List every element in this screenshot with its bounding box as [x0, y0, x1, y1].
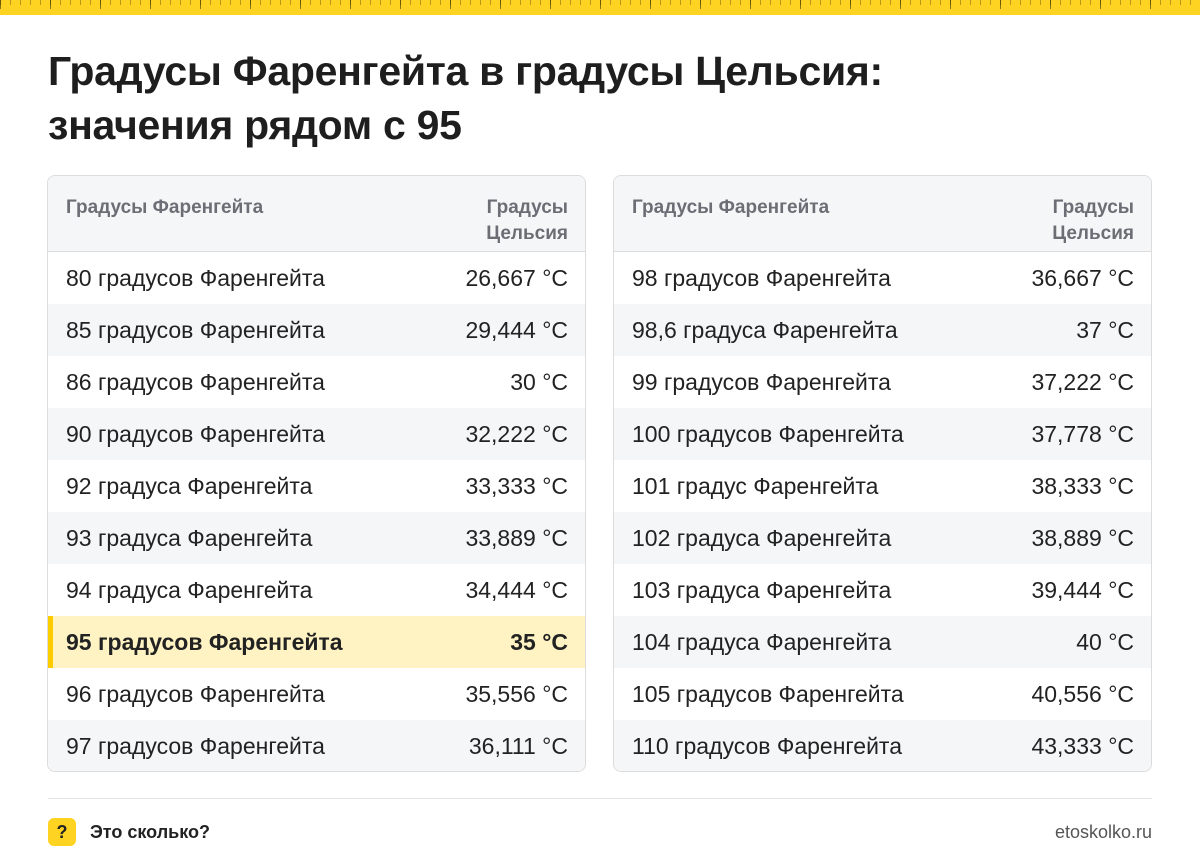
fahrenheit-value: 86 градусов Фаренгейта: [66, 368, 325, 395]
table-row: 92 градуса Фаренгейта 33,333 °C: [48, 460, 585, 512]
celsius-value: 39,444 °C: [1031, 576, 1134, 603]
celsius-value: 35,556 °C: [465, 680, 568, 707]
celsius-value: 29,444 °C: [465, 316, 568, 343]
table-row: 98 градусов Фаренгейта 36,667 °C: [614, 252, 1151, 304]
celsius-value: 32,222 °C: [465, 420, 568, 447]
table-body: 80 градусов Фаренгейта 26,667 °C 85 градус…: [48, 252, 585, 771]
fahrenheit-value: 102 градуса Фаренгейта: [632, 524, 892, 551]
fahrenheit-value: 80 градусов Фаренгейта: [66, 264, 325, 291]
celsius-value: 40 °C: [1076, 628, 1134, 655]
fahrenheit-value: 103 градуса Фаренгейта: [632, 576, 892, 603]
fahrenheit-value: 94 градуса Фаренгейта: [66, 576, 313, 603]
ruler-decoration: [0, 0, 1200, 15]
table-row: 101 градус Фаренгейта 38,333 °C: [614, 460, 1151, 512]
table-row: 104 градуса Фаренгейта 40 °C: [614, 616, 1151, 668]
celsius-value: 37 °C: [1076, 316, 1134, 343]
fahrenheit-value: 92 градуса Фаренгейта: [66, 472, 313, 499]
fahrenheit-value: 101 градус Фаренгейта: [632, 472, 879, 499]
table-row: 97 градусов Фаренгейта 36,111 °C: [48, 720, 585, 771]
table-row: 96 градусов Фаренгейта 35,556 °C: [48, 668, 585, 720]
celsius-value: 36,667 °C: [1031, 264, 1134, 291]
table-row: 86 градусов Фаренгейта 30 °C: [48, 356, 585, 408]
conversion-table-left: Градусы Фаренгейта Градусы Цельсия 80 гра…: [47, 175, 586, 772]
fahrenheit-value: 93 градуса Фаренгейта: [66, 524, 313, 551]
table-header: Градусы Фаренгейта Градусы Цельсия: [614, 176, 1151, 252]
fahrenheit-value: 90 градусов Фаренгейта: [66, 420, 325, 447]
celsius-value: 33,333 °C: [465, 472, 568, 499]
celsius-value: 35 °C: [510, 628, 568, 655]
table-row: 102 градуса Фаренгейта 38,889 °C: [614, 512, 1151, 564]
fahrenheit-value: 98 градусов Фаренгейта: [632, 264, 891, 291]
fahrenheit-value: 97 градусов Фаренгейта: [66, 732, 325, 759]
table-row: 105 градусов Фаренгейта 40,556 °C: [614, 668, 1151, 720]
table-row: 110 градусов Фаренгейта 43,333 °C: [614, 720, 1151, 771]
table-header: Градусы Фаренгейта Градусы Цельсия: [48, 176, 585, 252]
table-row: 85 градусов Фаренгейта 29,444 °C: [48, 304, 585, 356]
footer-label: Это сколько?: [90, 822, 210, 842]
table-row: 98,6 градуса Фаренгейта 37 °C: [614, 304, 1151, 356]
fahrenheit-value: 96 градусов Фаренгейта: [66, 680, 325, 707]
table-row: 93 градуса Фаренгейта 33,889 °C: [48, 512, 585, 564]
celsius-value: 43,333 °C: [1031, 732, 1134, 759]
fahrenheit-value: 105 градусов Фаренгейта: [632, 680, 904, 707]
table-row-highlighted: 95 градусов Фаренгейта 35 °C: [48, 616, 585, 668]
conversion-table-right: Градусы Фаренгейта Градусы Цельсия 98 гра…: [613, 175, 1152, 772]
celsius-value: 36,111 °C: [468, 732, 568, 759]
celsius-value: 40,556 °C: [1031, 680, 1134, 707]
celsius-value: 26,667 °C: [465, 264, 568, 291]
celsius-value: 33,889 °C: [465, 524, 568, 551]
celsius-value: 38,889 °C: [1031, 524, 1134, 551]
celsius-value: 37,778 °C: [1031, 420, 1134, 447]
fahrenheit-value: 99 градусов Фаренгейта: [632, 368, 891, 395]
celsius-value: 37,222 °C: [1031, 368, 1134, 395]
table-row: 99 градусов Фаренгейта 37,222 °C: [614, 356, 1151, 408]
table-row: 90 градусов Фаренгейта 32,222 °C: [48, 408, 585, 460]
question-icon: ?: [48, 818, 76, 846]
fahrenheit-value: 85 градусов Фаренгейта: [66, 316, 325, 343]
table-body: 98 градусов Фаренгейта 36,667 °C 98,6 град…: [614, 252, 1151, 771]
header-celsius: Градусы Цельсия: [486, 197, 568, 244]
footer-site[interactable]: etoskolko.ru: [1054, 822, 1152, 842]
fahrenheit-value: 95 градусов Фаренгейта: [66, 628, 343, 655]
table-row: 100 градусов Фаренгейта 37,778 °C: [614, 408, 1151, 460]
celsius-value: 38,333 °C: [1031, 472, 1134, 499]
fahrenheit-value: 104 градуса Фаренгейта: [632, 628, 892, 655]
fahrenheit-value: 100 градусов Фаренгейта: [632, 420, 904, 447]
fahrenheit-value: 98,6 градуса Фаренгейта: [632, 316, 898, 343]
table-row: 103 градуса Фаренгейта 39,444 °C: [614, 564, 1151, 616]
celsius-value: 34,444 °C: [465, 576, 568, 603]
header-fahrenheit: Градусы Фаренгейта: [66, 197, 264, 218]
header-fahrenheit: Градусы Фаренгейта: [632, 197, 830, 218]
footer-divider: [48, 798, 1152, 799]
celsius-value: 30 °C: [510, 368, 568, 395]
table-row: 94 градуса Фаренгейта 34,444 °C: [48, 564, 585, 616]
header-celsius: Градусы Цельсия: [1052, 197, 1134, 244]
table-row: 80 градусов Фаренгейта 26,667 °C: [48, 252, 585, 304]
fahrenheit-value: 110 градусов Фаренгейта: [632, 732, 903, 759]
page-title: Градусы Фаренгейта в градусы Цельсия: зна…: [48, 48, 883, 148]
